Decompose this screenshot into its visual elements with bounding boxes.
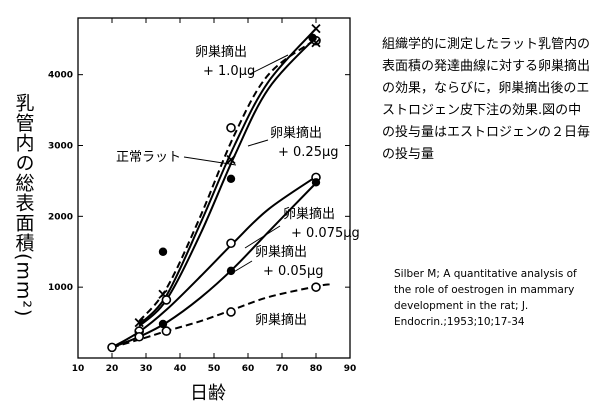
- series-label: 卵巣摘出: [255, 244, 307, 260]
- y-tick-label: 4000: [48, 71, 73, 81]
- data-point-open: [311, 282, 321, 292]
- callout-leader: [249, 54, 289, 75]
- x-tick-label: 80: [310, 364, 323, 374]
- x-tick-label: 90: [344, 364, 357, 374]
- data-point-open: [226, 122, 236, 133]
- y-axis-label: 乳管内の総表面積(mm²): [12, 92, 35, 318]
- chart-markers: [107, 23, 321, 353]
- x-tick-label: 30: [140, 364, 153, 374]
- chart-axes: 10 20 30 40 50 60 70 80 90 1000 2000 3000 4000: [48, 17, 357, 374]
- data-point-filled: [158, 247, 168, 256]
- series-label: + 0.25μg: [278, 145, 339, 160]
- data-point-open: [161, 326, 172, 336]
- x-tick-label: 40: [174, 364, 187, 374]
- series-line-1: [138, 38, 317, 322]
- x-tick-label: 70: [276, 364, 289, 374]
- series-label: 卵巣摘出: [255, 312, 307, 328]
- figure-description: 組織学的に測定したラット乳管内の表面積の発達曲線に対する卵巣摘出の効果，ならびに…: [382, 37, 591, 162]
- data-point-filled: [158, 319, 168, 329]
- data-point-open: [107, 342, 117, 353]
- series-label: 正常ラット: [116, 150, 181, 165]
- series-label: 卵巣摘出: [283, 206, 335, 222]
- data-point-filled: [311, 178, 321, 187]
- callout-leader: [244, 225, 281, 249]
- data-point-open: [134, 331, 144, 342]
- series-label: + 0.05μg: [263, 264, 324, 279]
- data-point-filled: [226, 174, 236, 183]
- x-tick-label: 20: [106, 364, 119, 374]
- data-point-open: [161, 295, 172, 305]
- data-point-open: [226, 307, 236, 317]
- x-axis-label: 日齢: [190, 383, 226, 404]
- data-point-filled: [226, 266, 236, 276]
- x-tick-label: 50: [208, 364, 221, 374]
- x-tick-label: 10: [72, 364, 85, 374]
- callout-leader: [231, 260, 253, 274]
- series-label: 卵巣摘出: [195, 44, 247, 60]
- series-label: 卵巣摘出: [270, 125, 322, 141]
- y-tick-label: 1000: [48, 283, 73, 293]
- y-tick-label: 2000: [48, 212, 73, 222]
- series-label: + 0.075μg: [291, 226, 360, 241]
- callout-leader: [183, 156, 237, 166]
- data-point-cross: [134, 317, 144, 328]
- data-point-open: [226, 238, 236, 249]
- callout-leader: [247, 139, 269, 147]
- citation: Silber M; A quantitative analysis of the…: [394, 268, 577, 328]
- series-label: + 1.0μg: [203, 64, 255, 79]
- data-point-cross: [226, 155, 236, 165]
- data-point-filled: [308, 33, 317, 43]
- series-line-2: [138, 36, 317, 327]
- y-tick-label: 3000: [48, 142, 73, 152]
- x-tick-label: 60: [242, 364, 255, 374]
- data-point-cross: [311, 23, 321, 34]
